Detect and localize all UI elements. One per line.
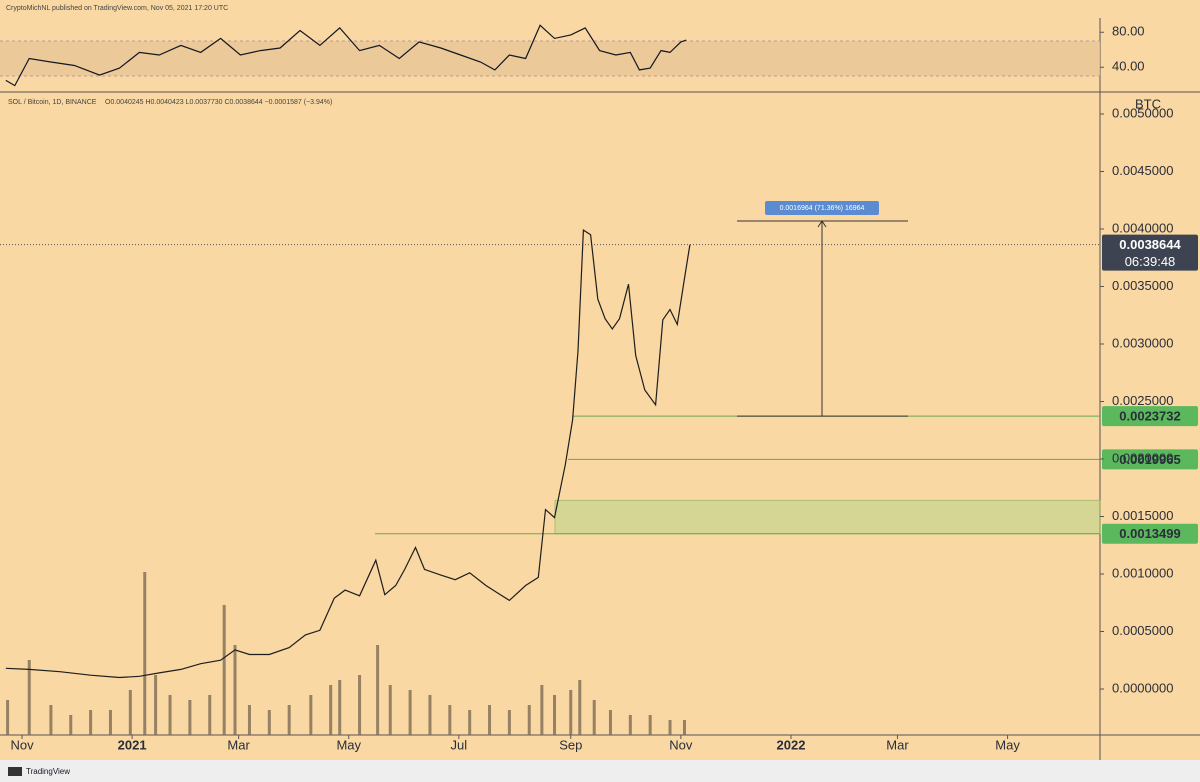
volume-bar (27, 660, 31, 735)
rsi-band (0, 41, 1100, 76)
x-tick-label: 2022 (777, 737, 806, 752)
symbol: SOL / Bitcoin, 1D, BINANCE (8, 99, 97, 106)
line-series (5, 229, 691, 679)
volume-bar (408, 690, 412, 735)
y-tick-label: 0.0045000 (1112, 163, 1173, 178)
volume-bar (222, 605, 226, 735)
volume-bar (668, 720, 672, 735)
volume-bar (143, 572, 147, 735)
y-tick-label: 0.0050000 (1112, 105, 1173, 120)
y-tick-label: 0.0025000 (1112, 393, 1173, 408)
last-price-box (1102, 234, 1198, 271)
level-label: 0.0023732 (1119, 409, 1180, 424)
y-tick-label: 0.0035000 (1112, 278, 1173, 293)
y-tick-label: 0.0000000 (1112, 680, 1173, 695)
x-tick-label: Jul (451, 737, 468, 752)
y-tick-label: 0.0040000 (1112, 220, 1173, 235)
volume-bar (527, 705, 531, 735)
x-tick-label: May (336, 737, 361, 752)
y-tick-label: 0.0005000 (1112, 623, 1173, 638)
volume-bar (448, 705, 452, 735)
volume-bar (553, 695, 557, 735)
volume-bar (358, 675, 362, 735)
y-tick-label: 0.0030000 (1112, 335, 1173, 350)
volume-bar (578, 680, 582, 735)
volume-bar (49, 705, 53, 735)
volume-bar (488, 705, 492, 735)
y-tick-label: 80.00 (1112, 24, 1145, 39)
volume-bar (388, 685, 392, 735)
volume-bar (168, 695, 172, 735)
countdown: 06:39:48 (1125, 254, 1176, 269)
volume-bar (6, 700, 10, 735)
volume-bar (69, 715, 73, 735)
volume-bar (507, 710, 511, 735)
volume-bar (540, 685, 544, 735)
last-price-label: 0.0038644 (1119, 237, 1181, 252)
y-tick-label: 0.0010000 (1112, 565, 1173, 580)
y-tick-label: 40.00 (1112, 59, 1145, 74)
volume-bar (233, 645, 237, 735)
volume-bar (309, 695, 313, 735)
line-series (5, 24, 687, 87)
volume-bar (592, 700, 596, 735)
y-tick-label: 0.0015000 (1112, 508, 1173, 523)
support-zone (554, 499, 1101, 535)
volume-bar (208, 695, 212, 735)
brand: TradingView (26, 767, 70, 776)
volume-bar (628, 715, 632, 735)
volume-bar (338, 680, 342, 735)
volume-bar (682, 720, 686, 735)
volume-bar (329, 685, 333, 735)
x-tick-label: Nov (10, 737, 34, 752)
volume-bar (247, 705, 251, 735)
level-label-box (1102, 449, 1198, 470)
level-label-box (1102, 406, 1198, 427)
volume-bar (376, 645, 380, 735)
volume-bar (648, 715, 652, 735)
measure-label-box (765, 200, 879, 215)
volume-bar (89, 710, 93, 735)
measure-label: 0.0016964 (71.36%) 16964 (780, 205, 865, 212)
measure-arrowhead (817, 220, 827, 228)
level-label: 0.0019965 (1119, 452, 1180, 467)
x-tick-label: Mar (227, 737, 250, 752)
publisher: CryptoMichNL published on TradingView.co… (6, 5, 228, 12)
level-label: 0.0013499 (1119, 526, 1180, 541)
footer-bar (0, 760, 1200, 782)
brand-logo (8, 767, 22, 776)
volume-bar (287, 705, 291, 735)
y-tick-label: 0.0020000 (1112, 450, 1173, 465)
x-tick-label: Mar (886, 737, 909, 752)
volume-bar (154, 675, 158, 735)
ohlc: O0.0040245 H0.0040423 L0.0037730 C0.0038… (105, 99, 332, 106)
level-label-box (1102, 523, 1198, 544)
volume-bar (128, 690, 132, 735)
axis-label: BTC (1135, 96, 1161, 111)
volume-bar (188, 700, 192, 735)
volume-bar (267, 710, 271, 735)
x-tick-label: May (995, 737, 1020, 752)
volume-bar (468, 710, 472, 735)
volume-bar (569, 690, 573, 735)
x-tick-label: Nov (669, 737, 693, 752)
volume-bar (108, 710, 112, 735)
volume-bar (428, 695, 432, 735)
x-tick-label: 2021 (118, 737, 147, 752)
x-tick-label: Sep (559, 737, 582, 752)
volume-bar (608, 710, 612, 735)
